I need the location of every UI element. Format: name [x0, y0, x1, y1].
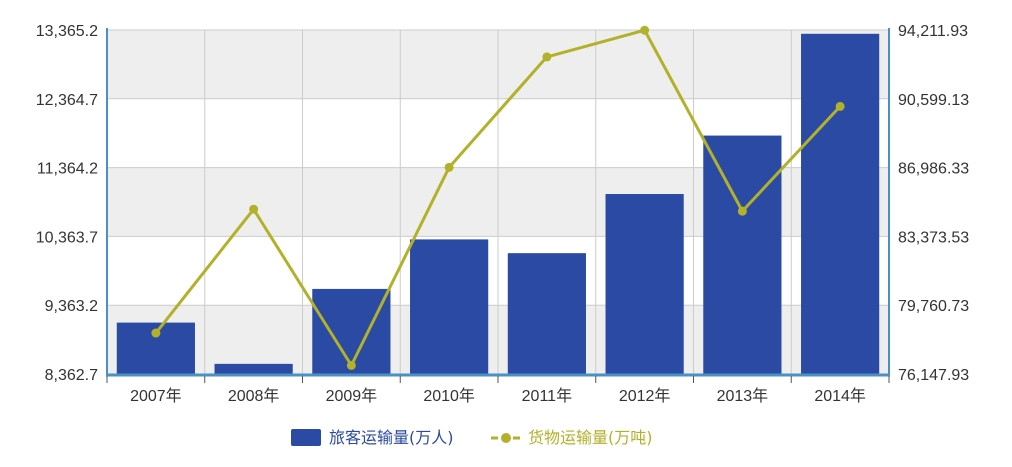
line-point [640, 25, 650, 35]
y-left-tick-label: 12,364.7 [36, 92, 98, 109]
legend-line-marker [501, 433, 511, 443]
x-tick-label: 2010年 [423, 387, 475, 405]
line-point [346, 360, 356, 370]
x-tick-label: 2014年 [814, 387, 866, 405]
y-right-tick-label: 83,373.53 [898, 229, 969, 246]
x-tick-label: 2013年 [717, 387, 769, 405]
y-left-tick-label: 13,365.2 [36, 23, 98, 40]
legend-bar-label: 旅客运输量(万人) [329, 428, 454, 447]
legend: 旅客运输量(万人) 货物运输量(万吨) [291, 428, 653, 447]
line-point [151, 328, 161, 338]
right-axis-ticks: 76,147.93 79,760.73 83,373.53 86,986.33 90,5… [898, 23, 969, 384]
bar [312, 288, 391, 374]
series-line [154, 28, 842, 367]
y-left-tick-label: 11,364.2 [37, 161, 98, 178]
line-point [542, 52, 552, 62]
y-right-tick-label: 79,760.73 [898, 298, 969, 315]
line-point [444, 162, 454, 172]
bar [605, 194, 684, 374]
x-tick-label: 2011年 [522, 387, 572, 405]
x-tick-label: 2012年 [619, 387, 671, 405]
y-right-tick-label: 90,599.13 [898, 92, 969, 109]
y-left-tick-label: 8,362.7 [45, 367, 98, 384]
x-tick-label: 2009年 [326, 387, 378, 405]
legend-bar-swatch [291, 429, 321, 446]
line-point [249, 204, 259, 214]
y-right-tick-label: 76,147.93 [898, 367, 969, 384]
bar [703, 135, 782, 374]
line-series [151, 25, 845, 370]
x-tick-label: 2007年 [130, 387, 182, 405]
y-left-tick-label: 10,363.7 [36, 229, 98, 246]
x-axis-ticks: 2007年 2008年 2009年 2010年 2011年 2012年 2013年 2014年 [130, 387, 866, 405]
y-left-tick-label: 9,363.2 [45, 298, 98, 315]
axes [106, 28, 890, 383]
bar [801, 33, 880, 374]
bar-series [116, 33, 880, 374]
legend-line-label: 货物运输量(万吨) [528, 428, 653, 447]
bar [507, 253, 586, 374]
x-tick-label: 2008年 [228, 387, 280, 405]
bar [410, 239, 489, 374]
bar [214, 363, 293, 374]
line-point [835, 101, 845, 111]
line-point [737, 206, 747, 216]
y-right-tick-label: 94,211.93 [898, 23, 968, 40]
left-axis-ticks: 8,362.7 9,363.2 10,363.7 11,364.2 12,364.7 13… [36, 23, 98, 384]
y-right-tick-label: 86,986.33 [898, 161, 969, 178]
